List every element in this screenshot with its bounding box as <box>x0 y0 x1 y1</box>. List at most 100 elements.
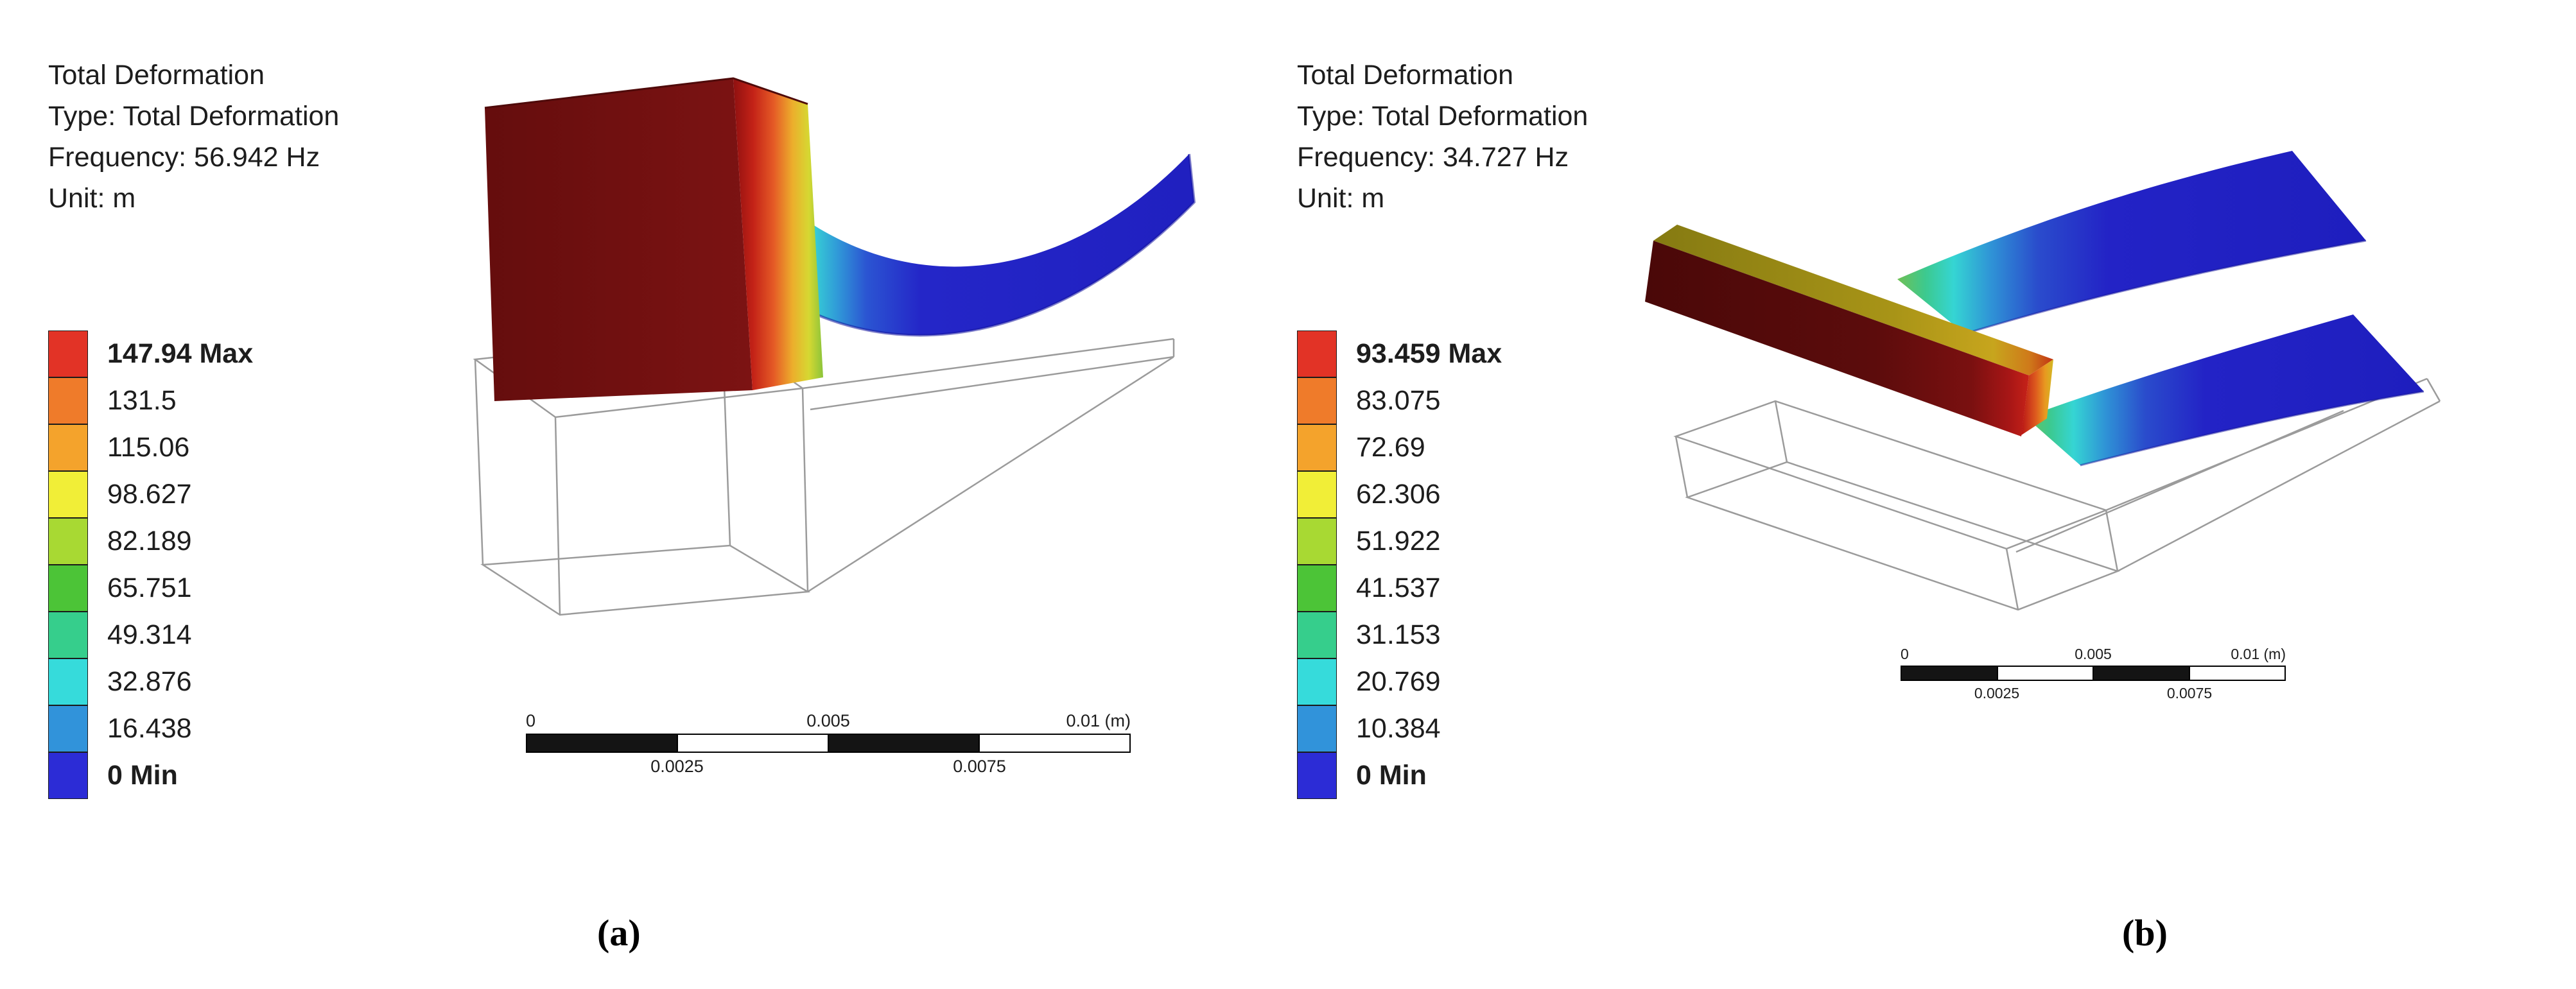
legend-value-label: 93.459 Max <box>1356 338 1502 369</box>
legend-value-label: 147.94 Max <box>107 338 254 369</box>
legend-color-swatch <box>48 565 88 612</box>
legend-entry: 131.5 <box>48 377 253 424</box>
legend-entry: 10.384 <box>1297 705 1502 752</box>
deformation-scene-a <box>473 77 1196 616</box>
scale-label-zero: 0 <box>526 711 536 730</box>
legend-entry: 147.94 Max <box>48 331 253 377</box>
legend-value-label: 115.06 <box>107 432 190 463</box>
legend-color-swatch <box>48 752 88 799</box>
deformation-scene-b <box>1645 151 2441 611</box>
scale-top-labels: 0 0.005 0.01 (m) <box>1901 645 2286 666</box>
wireframe-beam-lines <box>2015 377 2441 572</box>
deformed-beam-surface <box>774 154 1194 336</box>
result-unit-line: Unit: m <box>1297 183 1385 214</box>
scale-segment <box>677 735 828 752</box>
legend-value-label: 20.769 <box>1356 666 1441 697</box>
legend-value-label: 98.627 <box>107 479 192 510</box>
deformed-wing-upper-edge <box>1964 239 2367 335</box>
legend-entry: 83.075 <box>1297 377 1502 424</box>
deformed-wing-lower-edge <box>2080 390 2424 467</box>
wireframe-box-vertical-edges <box>474 332 809 615</box>
contour-legend-a: 147.94 Max 131.5 115.06 98.627 82.189 65… <box>48 331 253 799</box>
result-title: Total Deformation <box>1297 60 1513 90</box>
scale-ruler-bar <box>526 734 1131 753</box>
legend-entry: 82.189 <box>48 518 253 565</box>
legend-value-label: 0 Min <box>107 760 178 791</box>
legend-entry: 20.769 <box>1297 658 1502 705</box>
scale-ruler-a: 0 0.005 0.01 (m) 0.0025 0.0075 <box>526 709 1131 777</box>
scale-label-threequarter: 0.0075 <box>2166 685 2213 701</box>
deformed-wing-upper <box>1897 151 2366 334</box>
legend-color-swatch <box>1297 471 1337 518</box>
scale-segment <box>828 735 979 752</box>
legend-value-label: 32.876 <box>107 666 192 697</box>
proof-mass-side-face <box>733 78 823 390</box>
legend-value-label: 31.153 <box>1356 619 1441 650</box>
scale-label-threequarter: 0.0075 <box>953 757 1006 776</box>
legend-color-swatch <box>48 612 88 658</box>
result-info-a: Total Deformation Type: Total Deformatio… <box>48 55 339 219</box>
scale-label-max: 0.01 (m) <box>1066 711 1131 730</box>
deformed-beam-front-edge <box>772 153 1196 337</box>
legend-value-label: 131.5 <box>107 385 177 416</box>
scale-label-mid: 0.005 <box>2075 646 2112 662</box>
legend-value-label: 72.69 <box>1356 432 1425 463</box>
legend-value-label: 16.438 <box>107 713 192 744</box>
legend-value-label: 62.306 <box>1356 479 1441 510</box>
legend-entry: 0 Min <box>48 752 253 799</box>
legend-entry: 72.69 <box>1297 424 1502 471</box>
result-type-line: Type: Total Deformation <box>1297 101 1588 132</box>
result-unit-line: Unit: m <box>48 183 136 214</box>
scale-ruler-b: 0 0.005 0.01 (m) 0.0025 0.0075 <box>1901 645 2286 701</box>
scale-segment <box>1902 667 1997 680</box>
legend-entry: 65.751 <box>48 565 253 612</box>
legend-entry: 16.438 <box>48 705 253 752</box>
legend-color-swatch <box>48 424 88 471</box>
proof-mass-front-face <box>485 78 753 401</box>
legend-value-label: 82.189 <box>107 526 192 556</box>
subfigure-label-b: (b) <box>2122 912 2168 954</box>
scale-segment <box>527 735 677 752</box>
beam-front-face <box>1645 241 2029 436</box>
legend-entry: 41.537 <box>1297 565 1502 612</box>
legend-entry: 0 Min <box>1297 752 1502 799</box>
legend-color-swatch <box>1297 658 1337 705</box>
scale-label-zero: 0 <box>1901 646 1909 662</box>
scale-segment <box>1996 667 2093 680</box>
legend-color-swatch <box>1297 424 1337 471</box>
legend-value-label: 49.314 <box>107 619 192 650</box>
legend-color-swatch <box>48 705 88 752</box>
scale-label-quarter: 0.0025 <box>1974 685 2020 701</box>
result-frequency-line: Frequency: 56.942 Hz <box>48 142 320 173</box>
subfigure-label-a: (a) <box>597 912 641 954</box>
legend-value-label: 10.384 <box>1356 713 1441 744</box>
result-type-line: Type: Total Deformation <box>48 101 340 132</box>
scale-label-max: 0.01 (m) <box>2231 646 2286 662</box>
scale-label-mid: 0.005 <box>806 711 850 730</box>
legend-color-swatch <box>48 471 88 518</box>
result-frequency-line: Frequency: 34.727 Hz <box>1297 142 1569 173</box>
legend-color-swatch <box>1297 377 1337 424</box>
legend-color-swatch <box>48 518 88 565</box>
wireframe-beam-lines <box>802 338 1175 593</box>
legend-value-label: 0 Min <box>1356 760 1427 791</box>
beam-top-face <box>1653 225 2053 375</box>
scale-label-quarter: 0.0025 <box>650 757 704 776</box>
legend-color-swatch <box>1297 331 1337 377</box>
legend-value-label: 65.751 <box>107 572 192 603</box>
legend-entry: 51.922 <box>1297 518 1502 565</box>
result-info-b: Total Deformation Type: Total Deformatio… <box>1297 55 1588 219</box>
scale-segment <box>2188 667 2284 680</box>
legend-entry: 31.153 <box>1297 612 1502 658</box>
legend-entry: 62.306 <box>1297 471 1502 518</box>
scale-segment <box>2093 667 2189 680</box>
result-title: Total Deformation <box>48 60 265 90</box>
legend-entry: 98.627 <box>48 471 253 518</box>
legend-color-swatch <box>1297 612 1337 658</box>
legend-entry: 32.876 <box>48 658 253 705</box>
scale-segment <box>979 735 1129 752</box>
legend-color-swatch <box>48 377 88 424</box>
legend-value-label: 41.537 <box>1356 572 1441 603</box>
legend-color-swatch <box>48 658 88 705</box>
